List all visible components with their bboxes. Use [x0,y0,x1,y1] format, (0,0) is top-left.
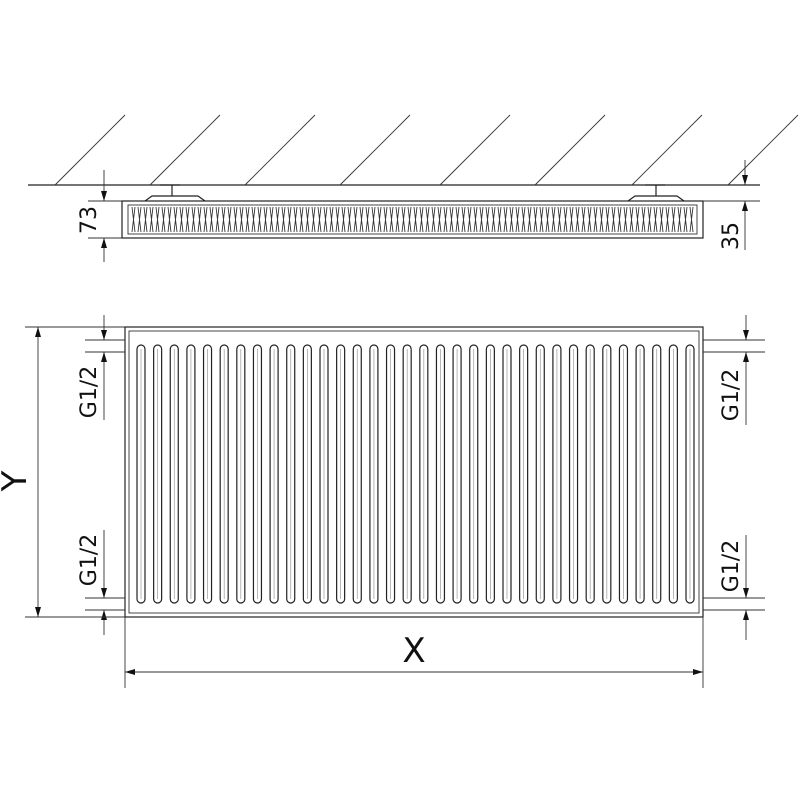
wall-gap-label: 35 [719,222,744,250]
flute [352,344,362,604]
flute [602,344,612,604]
flute [452,344,462,604]
radiator-convector [127,204,698,235]
height-label: Y [0,470,35,492]
width-dimension: X [124,617,704,688]
flute [236,344,246,604]
flute [385,344,396,604]
hatch-line [244,114,316,186]
wall-bracket-right [627,184,685,202]
flute [568,344,579,604]
flute [469,344,479,604]
convector-fins [131,206,694,233]
connection-label: G1/2 [77,366,102,418]
connection-dimension-top-left: G1/2 [77,315,107,420]
top-view: 73 35 [28,114,799,262]
flute [336,344,346,604]
flute [635,344,645,604]
radiator-panel-inner [128,330,700,614]
wall-hatching [54,114,799,186]
hatch-line [534,114,606,186]
flute [219,344,229,604]
hatch-line [54,114,126,186]
flute [585,344,595,604]
width-label: X [402,631,425,671]
flute [652,344,662,604]
radiator-panel [124,326,704,618]
connection-label: G1/2 [77,534,102,586]
hatch-line [631,114,703,186]
flute [153,344,163,604]
flute [685,344,695,604]
connection-label: G1/2 [719,540,744,592]
flute [286,344,296,604]
hatch-line [339,114,411,186]
flute [485,344,495,604]
flute [519,344,529,604]
depth-dimension: 73 [77,170,122,262]
flute [202,344,213,604]
flute [186,344,196,604]
hatch-line [727,114,799,186]
flute [435,344,446,604]
hatch-line [149,114,221,186]
connection-dimension-top-right: G1/2 [719,315,749,425]
connection-dimension-bottom-right: G1/2 [719,535,749,640]
panel-flutes [136,344,695,604]
flute [552,344,562,604]
flute [419,344,429,604]
flute [169,344,179,604]
flute [618,344,629,604]
flute [319,344,329,604]
front-view: G1/2 G1/2 G1/2 G1/2 Y [0,315,765,688]
connection-dimension-bottom-left: G1/2 [77,530,107,635]
flute [136,344,146,604]
connection-label: G1/2 [719,369,744,421]
wall-bracket-left [144,184,206,202]
flute [668,344,678,604]
flute [269,344,279,604]
flute [535,344,545,604]
hatch-line [439,114,511,186]
wall-gap-dimension: 35 [703,160,760,250]
flute [252,344,263,604]
flute [402,344,412,604]
depth-label: 73 [77,206,102,234]
height-dimension: Y [0,326,125,618]
flute [369,344,379,604]
flute [502,344,512,604]
flute [302,344,312,604]
radiator-top-body [121,200,704,239]
